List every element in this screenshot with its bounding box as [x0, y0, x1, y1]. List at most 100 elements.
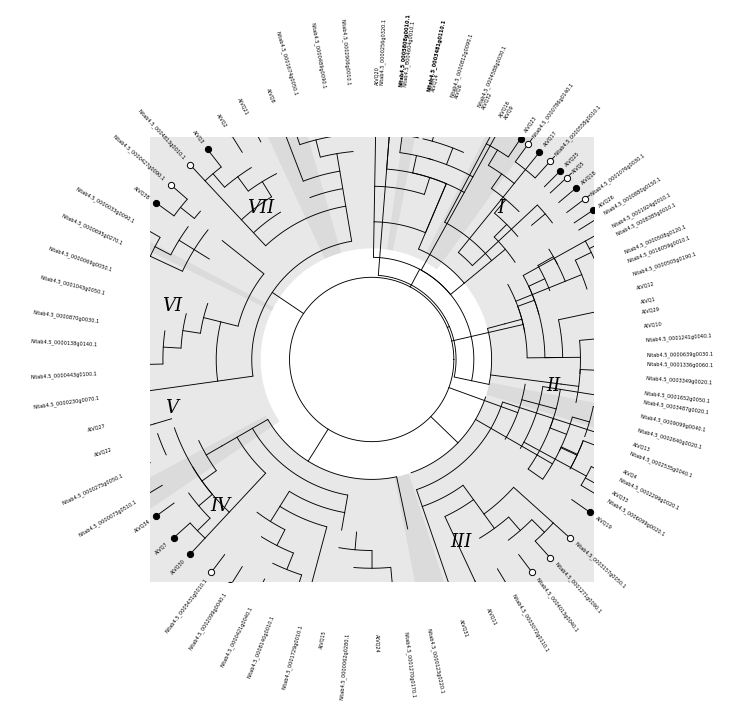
Text: Nitab4.5_0001270g0170.1: Nitab4.5_0001270g0170.1 — [403, 632, 416, 699]
Text: AtVQ30: AtVQ30 — [170, 558, 186, 576]
Text: Nitab4.5_0000880g0150.1: Nitab4.5_0000880g0150.1 — [603, 176, 663, 217]
Text: Nitab4.5_0000443g0100.1: Nitab4.5_0000443g0100.1 — [31, 371, 97, 380]
Text: Nitab4.5_0000138g0140.1: Nitab4.5_0000138g0140.1 — [31, 339, 97, 348]
Text: AtVQ31: AtVQ31 — [459, 618, 469, 637]
Text: VI: VI — [161, 297, 182, 315]
Text: Nitab4.5_0003157g0050.1: Nitab4.5_0003157g0050.1 — [574, 541, 627, 590]
Text: Nitab4.5_0000489g0090.1: Nitab4.5_0000489g0090.1 — [310, 22, 327, 90]
Text: Nitab4.5_0000558g0010.1: Nitab4.5_0000558g0010.1 — [554, 103, 603, 158]
Text: AtVQ33: AtVQ33 — [611, 491, 629, 504]
Text: Nitab4.5_0004588g0030.1: Nitab4.5_0004588g0030.1 — [476, 44, 507, 108]
Text: Nitab4.5_0000870g0030.1: Nitab4.5_0000870g0030.1 — [33, 309, 100, 324]
Text: AtVQ10: AtVQ10 — [644, 322, 663, 329]
Text: AtVQ12: AtVQ12 — [636, 281, 655, 291]
Text: Nitab4.5_0009099g0040.1: Nitab4.5_0009099g0040.1 — [640, 414, 707, 434]
Text: Nitab4.5_0002906g0010.1: Nitab4.5_0002906g0010.1 — [339, 19, 350, 86]
Text: Nitab4.5_0001076g0030.1: Nitab4.5_0001076g0030.1 — [589, 152, 647, 197]
Text: Nitab4.5_0000505g0190.1: Nitab4.5_0000505g0190.1 — [632, 251, 697, 277]
Text: AtVQ8: AtVQ8 — [266, 88, 275, 104]
Text: Nitab4.5_0001674g0050.1: Nitab4.5_0001674g0050.1 — [275, 31, 299, 96]
Text: Nitab4.5_0016059g0010.1: Nitab4.5_0016059g0010.1 — [627, 235, 692, 264]
Text: Nitab4.5_0008140g0010.1: Nitab4.5_0008140g0010.1 — [246, 615, 276, 679]
Text: V: V — [165, 399, 179, 417]
Text: Nitab4.5_0004604g0010.1: Nitab4.5_0004604g0010.1 — [403, 20, 416, 88]
Text: AtVQ34: AtVQ34 — [133, 519, 151, 534]
Text: AtVQ25: AtVQ25 — [564, 150, 581, 167]
Text: Nitab4.5_0000275g0050.1: Nitab4.5_0000275g0050.1 — [61, 473, 124, 506]
Text: Nitab4.5_0001729g0010.1: Nitab4.5_0001729g0010.1 — [280, 624, 304, 690]
Text: AtVQ18: AtVQ18 — [580, 169, 598, 185]
Text: Nitab4.5_0002535g0040.1: Nitab4.5_0002535g0040.1 — [629, 451, 693, 479]
Text: AtVQ13: AtVQ13 — [632, 442, 651, 453]
Text: Nitab4.5_0000421g0040.1: Nitab4.5_0000421g0040.1 — [219, 605, 254, 667]
Text: AtVQ32: AtVQ32 — [481, 91, 493, 110]
Text: Nitab4.5_0000256g0320.1: Nitab4.5_0000256g0320.1 — [379, 18, 386, 86]
Polygon shape — [394, 382, 744, 713]
Text: Nitab4.5_0001336g0060.1: Nitab4.5_0001336g0060.1 — [646, 361, 713, 369]
Text: Nitab4.5_0008385g0010.1: Nitab4.5_0008385g0010.1 — [615, 202, 677, 237]
Text: Nitab4.5_0004013g0040.1: Nitab4.5_0004013g0040.1 — [535, 577, 580, 634]
Text: AtVQ3: AtVQ3 — [191, 129, 205, 145]
Text: Nitab4.5_0000639g0030.1: Nitab4.5_0000639g0030.1 — [646, 351, 713, 357]
Polygon shape — [27, 416, 493, 713]
Text: AtVQ22: AtVQ22 — [94, 446, 113, 457]
Polygon shape — [0, 176, 280, 578]
Text: AtVQ7: AtVQ7 — [155, 541, 170, 555]
Text: Nitab4.5_0003487g0020.1: Nitab4.5_0003487g0020.1 — [642, 399, 710, 416]
Text: AtVQ23: AtVQ23 — [523, 115, 538, 133]
Text: AtVQ19: AtVQ19 — [595, 515, 614, 530]
Text: Nitab4.5_0001652g0050.1: Nitab4.5_0001652g0050.1 — [644, 390, 711, 404]
Text: AtVQ6: AtVQ6 — [454, 83, 464, 99]
Text: AtVQ27: AtVQ27 — [86, 424, 106, 433]
Text: AtVQ4: AtVQ4 — [621, 469, 638, 480]
Text: Nitab4.5_0002299g0020.1: Nitab4.5_0002299g0020.1 — [618, 477, 680, 512]
Text: Nitab4.5_0000062g0280.1: Nitab4.5_0000062g0280.1 — [339, 632, 350, 700]
Text: Nitab4.5_0003481g0110.1: Nitab4.5_0003481g0110.1 — [426, 18, 447, 91]
Text: Nitab4.5_0000069g0050.1: Nitab4.5_0000069g0050.1 — [48, 245, 113, 273]
Text: Nitab4.5_0001241g0040.1: Nitab4.5_0001241g0040.1 — [645, 333, 713, 343]
Text: AtVQ20: AtVQ20 — [374, 66, 379, 85]
Text: AtVQ14: AtVQ14 — [431, 73, 440, 93]
Text: AtVQ1: AtVQ1 — [640, 297, 656, 305]
Polygon shape — [387, 0, 601, 270]
Text: Nitab4.5_0003349g0020.1: Nitab4.5_0003349g0020.1 — [645, 376, 713, 386]
Text: AtVQ26: AtVQ26 — [598, 193, 616, 208]
Text: AtVQ15: AtVQ15 — [318, 630, 327, 649]
Polygon shape — [207, 0, 446, 259]
Text: III: III — [450, 533, 471, 550]
Text: AtVQ38: AtVQ38 — [133, 185, 151, 200]
Text: Nitab4.5_0000073g0510.1: Nitab4.5_0000073g0510.1 — [77, 498, 138, 538]
Text: AtVQ11: AtVQ11 — [485, 607, 498, 626]
Text: Nitab4.5_0005431g0010.1: Nitab4.5_0005431g0010.1 — [164, 577, 209, 634]
Text: Nitab4.5_0000123g0220.1: Nitab4.5_0000123g0220.1 — [426, 627, 446, 694]
Text: Nitab4.5_0000230g0070.1: Nitab4.5_0000230g0070.1 — [33, 395, 100, 410]
Text: VII: VII — [247, 200, 275, 217]
Text: AtVQ9: AtVQ9 — [502, 104, 515, 120]
Text: AtVQ2: AtVQ2 — [216, 112, 228, 128]
Text: Nitab4.5_0003072g0110.1: Nitab4.5_0003072g0110.1 — [510, 593, 550, 654]
Text: Nitab4.5_0001271g0090.1: Nitab4.5_0001271g0090.1 — [554, 562, 603, 615]
Text: Nitab4.5_0001924g0010.1: Nitab4.5_0001924g0010.1 — [610, 191, 672, 229]
Text: I: I — [497, 200, 504, 217]
Text: Nitab4.5_0000427g0090.1: Nitab4.5_0000427g0090.1 — [112, 133, 167, 182]
Text: Nitab4.5_0000695g0270.1: Nitab4.5_0000695g0270.1 — [61, 212, 124, 246]
Text: AtVQ24: AtVQ24 — [374, 634, 379, 652]
Text: Nitab4.5_0000812g0090.1: Nitab4.5_0000812g0090.1 — [449, 32, 475, 98]
Text: II: II — [547, 377, 561, 395]
Text: Nitab4.5_0002640g0020.1: Nitab4.5_0002640g0020.1 — [636, 428, 702, 451]
Text: IV: IV — [211, 497, 231, 515]
Text: Nitab4.5_0000033g0090.1: Nitab4.5_0000033g0090.1 — [74, 186, 135, 225]
Polygon shape — [20, 0, 341, 311]
Polygon shape — [426, 11, 744, 473]
Text: Nitab4.5_0004813g0010.1: Nitab4.5_0004813g0010.1 — [137, 108, 187, 160]
Text: AtVQ21: AtVQ21 — [237, 97, 249, 116]
Text: Nitab4.5_0002099g0040.1: Nitab4.5_0002099g0040.1 — [188, 591, 228, 651]
Text: Nitab4.5_0001043g0050.1: Nitab4.5_0001043g0050.1 — [39, 274, 106, 296]
Text: Nitab4.5_0000786g0140.1: Nitab4.5_0000786g0140.1 — [530, 81, 575, 139]
Text: AtVQ17: AtVQ17 — [542, 130, 558, 148]
Text: Nitab4.5_0006099g0020.1: Nitab4.5_0006099g0020.1 — [606, 498, 666, 538]
Text: Nitab4.5_0000508g0120.1: Nitab4.5_0000508g0120.1 — [623, 223, 687, 255]
Text: Nitab4.5_0005808g0010.1: Nitab4.5_0005808g0010.1 — [397, 13, 411, 87]
Text: AtVQ5: AtVQ5 — [571, 160, 586, 174]
Text: AtVQ29: AtVQ29 — [641, 306, 661, 314]
